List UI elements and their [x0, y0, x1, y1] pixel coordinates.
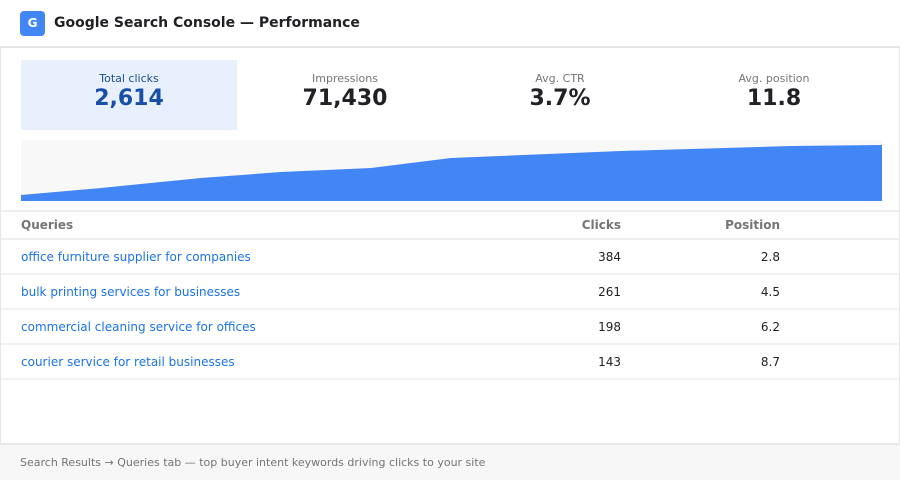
metric-value: 3.7% [529, 86, 591, 111]
clicks-area [21, 145, 882, 201]
clicks-value: 261 [598, 284, 621, 299]
metric-avg-position[interactable]: Avg. position 11.8 [666, 60, 882, 130]
table-row: bulk printing services for businesses 26… [1, 275, 899, 310]
metric-total-clicks[interactable]: Total clicks 2,614 [21, 60, 237, 130]
query-link[interactable]: commercial cleaning service for offices [21, 319, 256, 334]
position-value: 8.7 [760, 354, 780, 369]
metric-impressions[interactable]: Impressions 71,430 [237, 60, 453, 130]
metric-value: 2,614 [94, 86, 164, 111]
metric-label: Total clicks [99, 72, 159, 85]
page-title: Google Search Console — Performance [54, 15, 360, 31]
column-header-queries[interactable]: Queries [21, 218, 74, 232]
metric-value: 71,430 [302, 86, 388, 111]
query-link[interactable]: courier service for retail businesses [21, 354, 235, 369]
clicks-value: 143 [598, 354, 621, 369]
table-row: commercial cleaning service for offices … [1, 310, 899, 345]
metric-label: Avg. CTR [535, 72, 585, 85]
metric-label: Avg. position [738, 72, 810, 85]
app-header: G Google Search Console — Performance [0, 0, 900, 48]
search-console-logo-icon: G [20, 10, 45, 36]
position-value: 2.8 [760, 249, 780, 264]
metric-avg-ctr[interactable]: Avg. CTR 3.7% [452, 60, 668, 130]
query-link[interactable]: office furniture supplier for companies [21, 249, 251, 264]
clicks-trend-chart [21, 140, 882, 201]
column-header-clicks[interactable]: Clicks [581, 218, 621, 232]
metric-value: 11.8 [746, 86, 802, 111]
table-row: courier service for retail businesses 14… [1, 345, 899, 380]
table-header: Queries Clicks Position [1, 210, 899, 240]
clicks-value: 384 [598, 249, 621, 264]
performance-panel: Total clicks 2,614 Impressions 71,430 Av… [0, 48, 900, 444]
column-header-position[interactable]: Position [725, 218, 780, 232]
metric-label: Impressions [312, 72, 378, 85]
position-value: 6.2 [760, 319, 780, 334]
position-value: 4.5 [760, 284, 780, 299]
footer-caption: Search Results → Queries tab — top buyer… [0, 443, 900, 480]
query-link[interactable]: bulk printing services for businesses [21, 284, 241, 299]
clicks-value: 198 [598, 319, 621, 334]
table-row: office furniture supplier for companies … [1, 240, 899, 275]
